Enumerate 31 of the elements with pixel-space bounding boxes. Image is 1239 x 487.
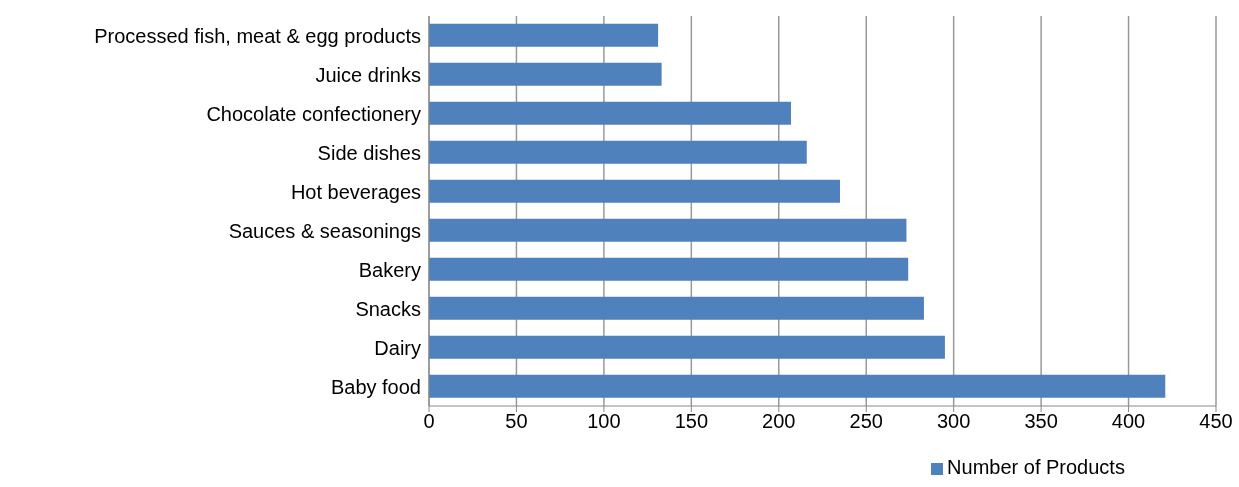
y-tick-label: Sauces & seasonings xyxy=(228,219,421,242)
bar xyxy=(429,140,807,164)
bar xyxy=(429,62,662,86)
x-tick-label: 50 xyxy=(505,410,528,433)
bar xyxy=(429,23,659,47)
y-tick-label: Bakery xyxy=(358,258,421,281)
x-tick-label: 400 xyxy=(1111,410,1146,433)
y-tick-label: Hot beverages xyxy=(290,180,421,203)
bar xyxy=(429,257,909,281)
y-tick-label: Snacks xyxy=(355,297,421,320)
x-tick-label: 100 xyxy=(587,410,621,433)
x-tick-label: 250 xyxy=(849,410,883,433)
x-tick-label: 150 xyxy=(674,410,709,433)
bar xyxy=(429,335,945,359)
y-tick-label: Side dishes xyxy=(317,141,421,164)
y-tick-label: Chocolate confectionery xyxy=(206,102,421,125)
y-tick-label: Baby food xyxy=(330,375,421,398)
y-tick-label: Juice drinks xyxy=(315,63,421,86)
legend-label: Number of Products xyxy=(947,456,1125,478)
x-tick-label: 300 xyxy=(936,410,971,433)
bar xyxy=(429,296,924,320)
y-tick-label: Dairy xyxy=(374,336,421,359)
bar xyxy=(429,179,840,203)
bar xyxy=(429,218,907,242)
y-tick-label: Processed fish, meat & egg products xyxy=(94,24,421,47)
x-tick-label: 0 xyxy=(423,410,435,433)
bar xyxy=(429,374,1166,398)
x-tick-label: 200 xyxy=(762,410,796,433)
bar xyxy=(429,101,792,125)
x-tick-label: 350 xyxy=(1024,410,1058,433)
x-tick-label: 450 xyxy=(1199,410,1233,433)
